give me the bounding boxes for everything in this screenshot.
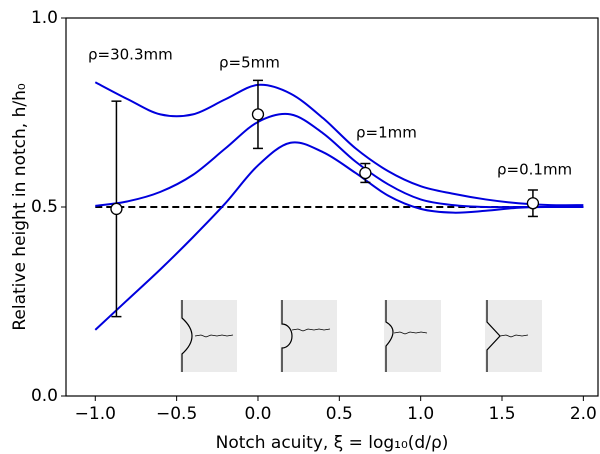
x-tick-label: −1.0 — [75, 404, 116, 424]
annotation: ρ=0.1mm — [497, 161, 572, 179]
data-point — [526, 197, 540, 210]
y-tick-label: 0.0 — [31, 386, 58, 406]
data-point — [251, 108, 265, 121]
x-tick-label: 1.0 — [407, 404, 434, 424]
x-tick-label: 1.5 — [488, 404, 515, 424]
annotation: ρ=30.3mm — [88, 46, 173, 64]
annotation: ρ=5mm — [219, 54, 280, 72]
x-tick-label: −0.5 — [156, 404, 197, 424]
data-point — [359, 166, 372, 180]
model-curve — [94, 81, 584, 207]
x-axis-label: Notch acuity, ξ = log₁₀(d/ρ) — [216, 433, 449, 453]
y-axis-label: Relative height in notch, h/h₀ — [10, 83, 30, 330]
x-tick-label: 0.0 — [244, 404, 271, 424]
notch-insets — [180, 300, 542, 372]
x-tick-label: 2.0 — [570, 404, 597, 424]
x-tick-label: 0.5 — [326, 404, 353, 424]
model-curve — [95, 112, 584, 209]
y-tick-label: 0.5 — [31, 197, 58, 217]
y-tick-label: 1.0 — [31, 8, 58, 28]
data-point — [110, 202, 123, 216]
model-curve — [94, 141, 584, 331]
annotation: ρ=1mm — [356, 124, 417, 142]
